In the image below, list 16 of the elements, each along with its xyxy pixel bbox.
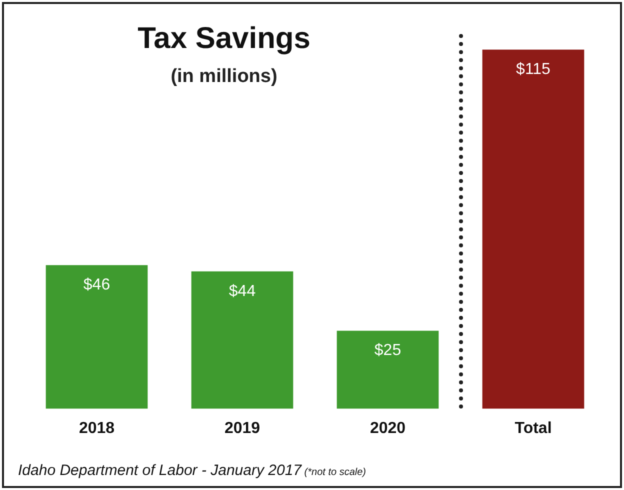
chart-title: Tax Savings: [136, 22, 312, 56]
data-label: $25: [374, 342, 402, 360]
data-label: $115: [516, 61, 551, 78]
data-label: $44: [228, 282, 256, 300]
x-tick-label: Total: [514, 420, 552, 437]
x-tick-label: 2020: [370, 420, 406, 437]
x-tick-label: 2018: [78, 420, 115, 437]
bar: [336, 330, 439, 409]
bar: [46, 265, 148, 409]
x-tick-label: 2019: [224, 420, 260, 437]
bar: [191, 271, 294, 409]
bar: [482, 50, 584, 409]
data-label: $46: [83, 276, 110, 294]
text: (*not to scale): [303, 467, 366, 478]
text: Idaho Department of Labor - January 2017: [18, 462, 302, 479]
text: (in millions): [170, 66, 278, 88]
